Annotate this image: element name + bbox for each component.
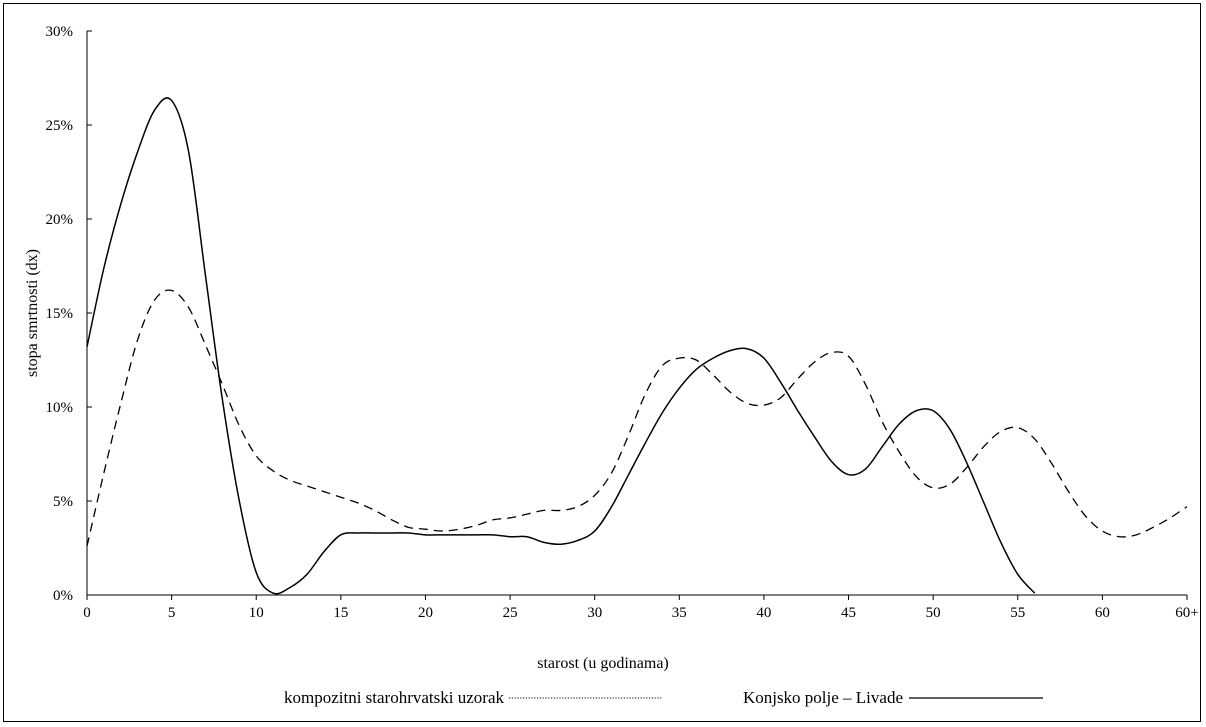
legend: kompozitni starohrvatski uzorak Konjsko … xyxy=(284,688,1043,707)
x-tick-label: 50 xyxy=(926,605,941,621)
y-tick-label: 20% xyxy=(46,212,74,228)
y-tick-label: 25% xyxy=(46,118,74,134)
y-tick-label: 10% xyxy=(46,400,74,416)
series-lines xyxy=(86,97,1188,595)
y-axis-title: stopa smrtnosti (dx) xyxy=(24,249,41,377)
legend-label-konjsko-polje: Konjsko polje – Livade xyxy=(743,688,903,707)
x-tick-label: 45 xyxy=(841,605,856,621)
x-tick-label: 0 xyxy=(83,605,91,621)
series-line-composite-sample xyxy=(86,289,1188,547)
x-tick-label: 30 xyxy=(587,605,602,621)
y-axis-ticks: 0% 5% 10% 15% 20% 25% 30% xyxy=(46,24,92,604)
x-tick-label: 55 xyxy=(1010,605,1025,621)
x-axis-title: starost (u godinama) xyxy=(537,655,669,672)
axes xyxy=(86,31,1187,596)
y-tick-label: 30% xyxy=(46,24,74,40)
x-tick-label: 15 xyxy=(333,605,348,621)
y-tick-label: 0% xyxy=(53,588,73,604)
x-tick-label: 35 xyxy=(672,605,687,621)
x-tick-label: 25 xyxy=(503,605,518,621)
x-tick-label: 60+ xyxy=(1175,605,1198,621)
legend-label-composite-sample: kompozitni starohrvatski uzorak xyxy=(284,688,505,707)
x-tick-label: 10 xyxy=(249,605,264,621)
x-tick-label: 40 xyxy=(756,605,771,621)
x-axis-ticks: 0 5 10 15 20 25 30 35 40 45 50 55 60 60+ xyxy=(83,595,1199,621)
x-tick-label: 20 xyxy=(418,605,433,621)
chart-frame xyxy=(3,3,1201,722)
y-tick-label: 5% xyxy=(53,494,73,510)
x-tick-label: 5 xyxy=(168,605,176,621)
series-line-konjsko-polje xyxy=(86,97,1036,595)
x-tick-label: 60 xyxy=(1095,605,1110,621)
y-tick-label: 15% xyxy=(46,306,74,322)
